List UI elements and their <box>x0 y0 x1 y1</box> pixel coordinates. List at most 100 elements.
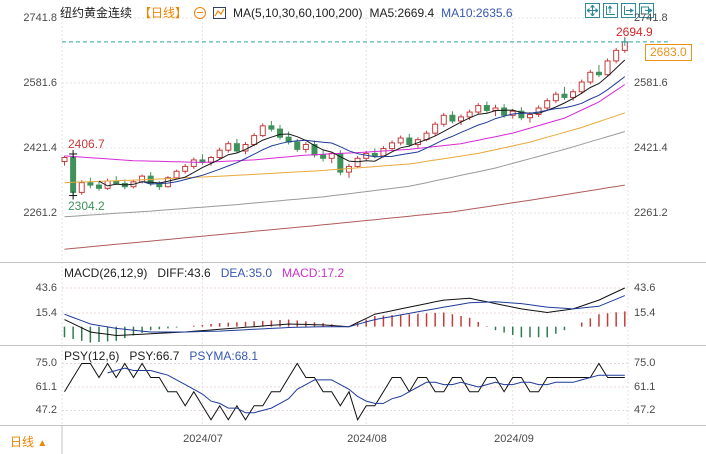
macd-value: MACD:17.2 <box>282 266 345 280</box>
candle-body <box>604 60 611 76</box>
chart-toolbar <box>585 3 654 18</box>
chart-header: 纽约黄金连续 【日线】 MA(5,10,30,60,100,200) MA5:2… <box>60 4 520 21</box>
macd-axis-label: 15.4 <box>35 307 57 319</box>
psy-header: PSY(12,6) PSY:66.7 PSYMA:68.1 <box>64 349 268 363</box>
collapse-icon[interactable] <box>194 6 207 19</box>
candle-body <box>251 135 258 146</box>
candle-body <box>475 105 482 113</box>
ma-line-ma100 <box>64 131 625 218</box>
candle-body <box>78 182 85 193</box>
y-axis-label: 2261.2 <box>23 207 57 219</box>
psyma-value: PSYMA:68.1 <box>189 349 259 363</box>
candle-body <box>70 156 77 193</box>
diff-value: DIFF:43.6 <box>157 266 211 280</box>
instrument-title: 纽约黄金连续 <box>60 6 133 20</box>
y-axis-label: 2261.2 <box>634 207 668 219</box>
ma5-value: MA5:2669.4 <box>369 5 435 20</box>
candle-body <box>578 81 585 93</box>
candle-body <box>483 105 490 111</box>
psy-axis-label: 75.0 <box>634 357 656 369</box>
candle-body <box>182 165 189 172</box>
candle-body <box>345 165 352 173</box>
scale-x-axis-icon[interactable] <box>621 3 636 18</box>
macd-axis-label: 15.4 <box>634 307 656 319</box>
psy-axis-label: 61.1 <box>35 381 57 393</box>
ma-line-ma60 <box>64 112 625 184</box>
psy-line <box>64 362 625 422</box>
candle-body <box>320 154 327 159</box>
psy-value: PSY:66.7 <box>129 349 180 363</box>
ma-params-label: MA(5,10,30,60,100,200) <box>233 5 363 20</box>
candle-body <box>354 157 361 167</box>
ma-line-ma5 <box>98 59 626 187</box>
candle-body <box>87 182 94 186</box>
time-axis-label: 2024/08 <box>347 433 387 445</box>
candle-body <box>440 114 447 125</box>
candle-body <box>397 137 404 144</box>
candle-body <box>61 156 68 163</box>
pan-right-icon[interactable] <box>639 3 654 18</box>
candle-body <box>173 170 180 179</box>
diff-line <box>64 287 626 337</box>
candle-body <box>526 113 533 119</box>
candle-body <box>95 184 102 189</box>
period-tag: 【日线】 <box>139 6 188 20</box>
y-axis-label: 2581.6 <box>634 77 668 89</box>
candle-body <box>371 152 378 157</box>
candle-body <box>380 148 387 157</box>
candle-body <box>216 149 223 158</box>
candle-body <box>225 143 232 151</box>
range-high-label: 2406.7 <box>68 137 105 151</box>
candle-body <box>294 141 301 150</box>
period-selector[interactable]: 日线 ▲ <box>10 433 47 450</box>
candle-body <box>268 125 275 130</box>
candle-body <box>406 137 413 146</box>
mini-chart-icon[interactable] <box>213 6 227 19</box>
candle-body <box>190 159 197 167</box>
y-axis-label: 2741.8 <box>23 12 57 24</box>
candle-body <box>561 93 568 98</box>
triangle-up-icon: ▲ <box>37 438 48 449</box>
candle-body <box>518 110 525 119</box>
ma-line-ma30 <box>64 84 626 163</box>
time-axis-label: 2024/09 <box>494 433 534 445</box>
y-axis-label: 2421.4 <box>23 142 57 154</box>
time-axis-label: 2024/07 <box>183 433 223 445</box>
candle-body <box>595 71 602 76</box>
macd-params-label: MACD(26,12,9) <box>64 266 148 280</box>
candle-body <box>509 110 516 116</box>
candle-body <box>458 116 465 122</box>
range-low-label: 2304.2 <box>68 199 105 213</box>
psy-axis-label: 61.1 <box>634 381 656 393</box>
scale-y-axis-icon[interactable] <box>603 3 618 18</box>
y-axis-label: 2581.6 <box>23 77 57 89</box>
candle-body <box>466 111 473 118</box>
dea-line <box>64 295 625 333</box>
crosshair-tool-icon[interactable] <box>585 3 600 18</box>
candle-body <box>113 180 120 184</box>
psyma-line <box>107 367 625 414</box>
psy-axis-label: 47.2 <box>35 404 57 416</box>
candle-body <box>449 114 456 122</box>
period-selector-label: 日线 <box>10 435 35 449</box>
candle-body <box>302 144 309 150</box>
candle-body <box>552 93 559 102</box>
session-high-label: 2694.9 <box>616 25 653 39</box>
candle-body <box>233 143 240 152</box>
y-axis-label: 2421.4 <box>634 142 668 154</box>
y-axis-label: 2741.8 <box>634 12 668 24</box>
psy-params-label: PSY(12,6) <box>64 349 120 363</box>
macd-header: MACD(26,12,9) DIFF:43.6 DEA:35.0 MACD:17… <box>64 266 354 280</box>
candle-body <box>139 175 146 183</box>
candle-body <box>259 125 266 137</box>
ma-line-ma10 <box>141 76 626 185</box>
candle-body <box>570 91 577 98</box>
dea-value: DEA:35.0 <box>220 266 273 280</box>
macd-axis-label: 43.6 <box>35 282 57 294</box>
last-price-tag: 2683.0 <box>645 44 692 61</box>
candle-body <box>613 49 620 62</box>
candle-body <box>501 107 508 116</box>
candle-body <box>389 142 396 150</box>
